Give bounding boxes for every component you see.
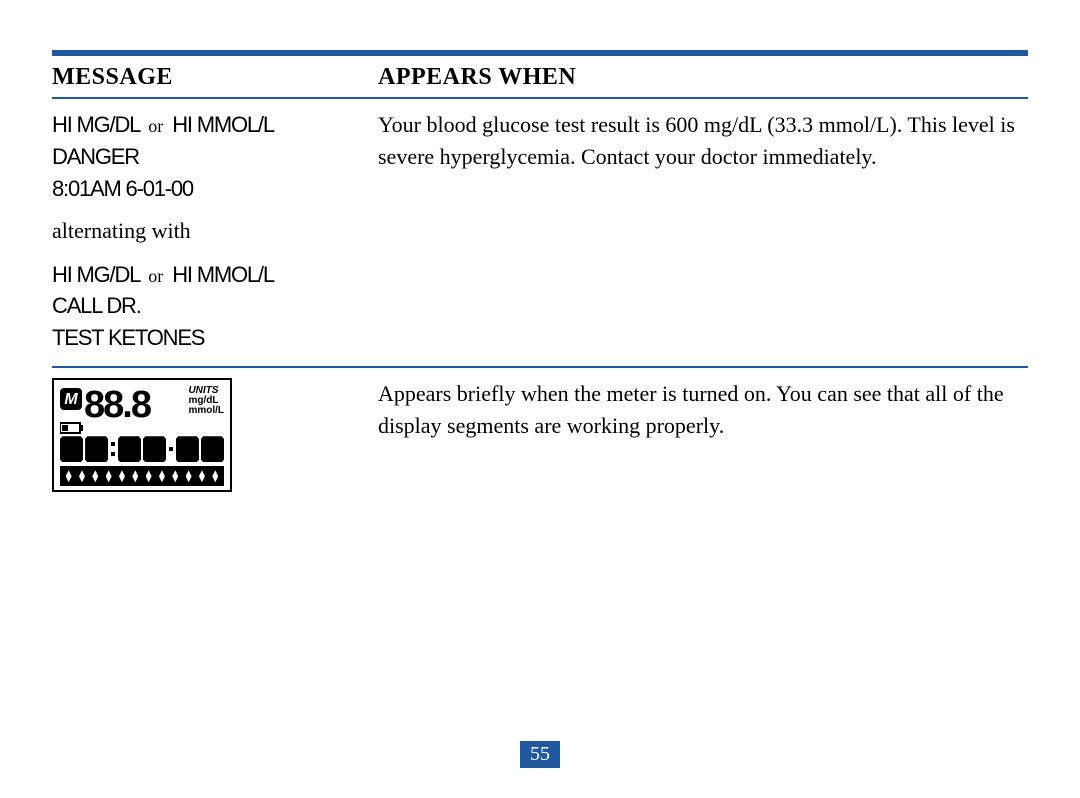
table-header-row: MESSAGE APPEARS WHEN bbox=[52, 60, 1028, 99]
appears-cell: Appears briefly when the meter is turned… bbox=[378, 378, 1028, 492]
segment-digit-icon bbox=[176, 436, 199, 462]
segment-digit-icon bbox=[201, 436, 224, 462]
meter-segment-row bbox=[60, 436, 224, 462]
page-number: 55 bbox=[520, 741, 560, 768]
lcd-line: 8:01AM 6-01-00 bbox=[52, 173, 366, 205]
segment-digit-icon bbox=[60, 436, 83, 462]
alternating-with-label: alternating with bbox=[52, 215, 366, 247]
page-number-wrap: 55 bbox=[0, 741, 1080, 768]
segment-colon-icon bbox=[110, 436, 116, 462]
segment-strip-icon bbox=[60, 466, 224, 486]
or-word: or bbox=[144, 116, 167, 136]
segment-dot-icon bbox=[168, 436, 174, 462]
message-cell: HI MG/DL or HI MMOL/L DANGER 8:01AM 6-01… bbox=[52, 109, 378, 354]
segment-digit-icon bbox=[118, 436, 141, 462]
header-appears-when: APPEARS WHEN bbox=[378, 64, 1028, 91]
table-row: HI MG/DL or HI MMOL/L DANGER 8:01AM 6-01… bbox=[52, 99, 1028, 368]
lcd-text: HI MG/DL bbox=[52, 262, 139, 287]
units-stack: UNITS mg/dL mmol/L bbox=[188, 386, 224, 416]
segment-digit-icon bbox=[143, 436, 166, 462]
top-rule bbox=[52, 50, 1028, 56]
table-row: M 88.8 UNITS mg/dL mmol/L bbox=[52, 368, 1028, 504]
manual-page: MESSAGE APPEARS WHEN HI MG/DL or HI MMOL… bbox=[0, 0, 1080, 798]
header-message: MESSAGE bbox=[52, 64, 378, 91]
lcd-text: HI MMOL/L bbox=[172, 262, 274, 287]
lcd-line: DANGER bbox=[52, 141, 366, 173]
lcd-line: CALL DR. bbox=[52, 290, 366, 322]
meter-top-row: M 88.8 UNITS mg/dL mmol/L bbox=[60, 386, 224, 424]
battery-icon bbox=[60, 422, 84, 434]
memory-badge-icon: M bbox=[60, 388, 82, 410]
message-cell: M 88.8 UNITS mg/dL mmol/L bbox=[52, 378, 378, 492]
lcd-text: HI MMOL/L bbox=[172, 112, 274, 137]
segment-digit-icon bbox=[85, 436, 108, 462]
meter-battery-row bbox=[60, 422, 224, 434]
lcd-line: HI MG/DL or HI MMOL/L bbox=[52, 259, 366, 291]
meter-big-digits: 88.8 bbox=[84, 386, 188, 424]
lcd-line: TEST KETONES bbox=[52, 322, 366, 354]
lcd-line: HI MG/DL or HI MMOL/L bbox=[52, 109, 366, 141]
or-word: or bbox=[144, 266, 167, 286]
appears-cell: Your blood glucose test result is 600 mg… bbox=[378, 109, 1028, 354]
meter-display-illustration: M 88.8 UNITS mg/dL mmol/L bbox=[52, 378, 232, 492]
lcd-text: HI MG/DL bbox=[52, 112, 139, 137]
mmol-label: mmol/L bbox=[188, 406, 224, 416]
meter-bottom-strip bbox=[60, 466, 224, 486]
